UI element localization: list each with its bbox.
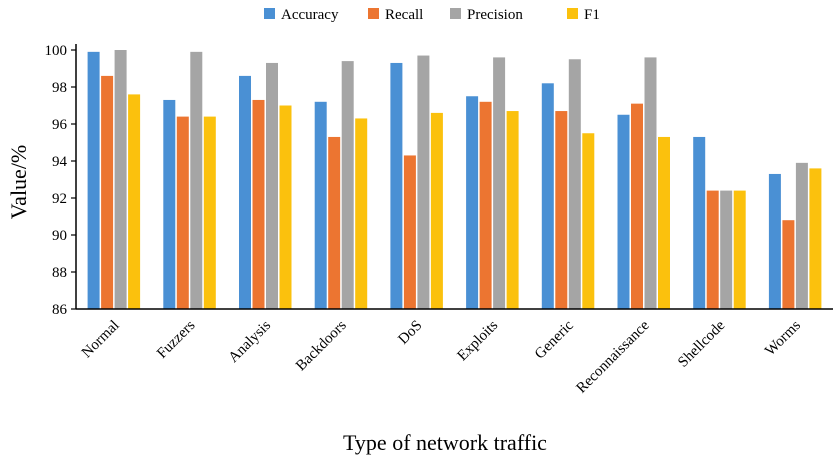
bar-accuracy-shellcode <box>693 136 706 309</box>
bar-precision-exploits <box>493 57 506 310</box>
y-axis: 86 88 90 92 94 96 98 100 <box>45 43 77 318</box>
bar-precision-backdoors <box>341 61 354 309</box>
bar-recall-worms <box>782 220 795 309</box>
x-tick-label: DoS <box>395 318 425 348</box>
bar-accuracy-analysis <box>239 75 251 310</box>
x-tick-label: Generic <box>532 317 577 362</box>
bar-f1-generic <box>582 133 595 309</box>
x-tick-label: Exploits <box>455 317 502 364</box>
bar-precision-shellcode <box>720 190 733 309</box>
bar-accuracy-generic <box>541 83 554 309</box>
bar-accuracy-dos <box>390 62 403 310</box>
bar-recall-fuzzers <box>176 116 189 309</box>
bar-precision-dos <box>417 55 430 309</box>
bar-accuracy-fuzzers <box>163 99 176 309</box>
bar-recall-shellcode <box>706 190 719 309</box>
bar-f1-backdoors <box>355 118 368 309</box>
x-tick-label: Worms <box>762 317 804 359</box>
bar-f1-exploits <box>506 111 519 309</box>
bar-f1-worms <box>809 168 822 309</box>
legend-swatch-precision <box>450 8 461 19</box>
legend-label-f1: F1 <box>584 7 600 23</box>
bar-recall-analysis <box>252 99 265 309</box>
bar-precision-analysis <box>266 62 278 310</box>
y-tick-label: 94 <box>52 154 68 170</box>
bar-recall-reconnaissance <box>631 103 643 310</box>
bar-accuracy-normal <box>87 51 100 309</box>
bar-f1-shellcode <box>733 190 746 309</box>
bar-accuracy-worms <box>768 173 781 309</box>
bar-precision-worms <box>795 162 808 309</box>
x-tick-label: Fuzzers <box>154 317 198 361</box>
legend-swatch-f1 <box>567 8 578 19</box>
x-axis-title: Type of network traffic <box>343 430 547 455</box>
bar-recall-backdoors <box>328 136 341 309</box>
y-tick-label: 96 <box>52 117 68 133</box>
y-tick-label: 92 <box>52 191 67 207</box>
legend-swatch-accuracy <box>264 8 275 19</box>
x-tick-label: Shellcode <box>675 317 728 370</box>
legend: Accuracy Recall Precision F1 <box>264 7 600 23</box>
bar-precision-fuzzers <box>190 51 203 309</box>
legend-label-accuracy: Accuracy <box>281 7 339 23</box>
bar-accuracy-exploits <box>466 96 479 309</box>
bar-recall-exploits <box>479 101 492 309</box>
bar-precision-reconnaissance <box>644 57 657 310</box>
y-axis-title: Value/% <box>6 145 31 220</box>
y-tick-label: 98 <box>52 80 67 96</box>
x-axis: Normal Fuzzers Analysis Backdoors DoS Exploit… <box>76 308 833 397</box>
x-tick-label: Normal <box>79 318 123 362</box>
bar-accuracy-backdoors <box>314 101 327 309</box>
bar-f1-analysis <box>279 105 292 309</box>
bar-precision-generic <box>568 59 581 309</box>
plot-area <box>87 50 822 310</box>
bar-f1-reconnaissance <box>658 136 670 309</box>
y-tick-label: 86 <box>52 302 68 318</box>
bar-recall-normal <box>101 75 114 310</box>
y-tick-label: 88 <box>52 265 67 281</box>
x-tick-label: Analysis <box>226 317 275 366</box>
legend-swatch-recall <box>368 8 379 19</box>
bar-accuracy-reconnaissance <box>617 114 630 309</box>
bar-precision-normal <box>114 50 127 309</box>
bar-recall-dos <box>403 155 416 309</box>
bar-recall-generic <box>555 111 568 309</box>
x-tick-label: Backdoors <box>293 317 350 374</box>
y-tick-label: 90 <box>52 228 67 244</box>
bar-f1-normal <box>128 94 141 310</box>
legend-label-recall: Recall <box>385 7 423 23</box>
bar-f1-dos <box>430 112 443 310</box>
x-tick-label: Reconnaissance <box>574 317 653 396</box>
legend-label-precision: Precision <box>467 7 523 23</box>
bar-f1-fuzzers <box>203 116 216 309</box>
y-tick-label: 100 <box>45 43 68 59</box>
